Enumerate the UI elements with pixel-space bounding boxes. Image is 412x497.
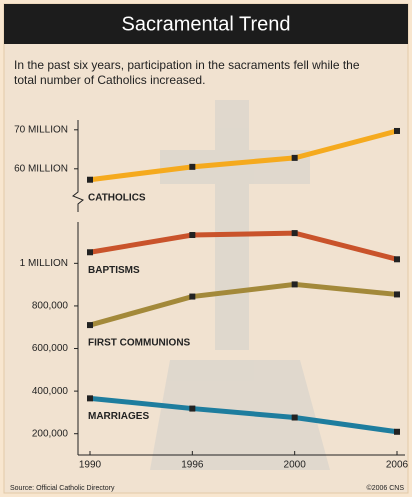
point [189, 232, 195, 238]
series-label: MARRIAGES [88, 411, 149, 422]
x-tick-label: 2006 [386, 460, 409, 471]
point [292, 155, 298, 161]
x-tick-label: 1996 [181, 460, 204, 471]
y-tick-label: 1 MILLION [20, 258, 68, 269]
point [394, 291, 400, 297]
point [292, 230, 298, 236]
y-tick-label: 60 MILLION [14, 163, 68, 174]
series-label: FIRST COMMUNIONS [88, 338, 191, 349]
y-tick-label: 800,000 [32, 301, 69, 312]
point [292, 281, 298, 287]
credit: ©2006 CNS [367, 484, 405, 492]
x-tick-label: 2000 [284, 460, 307, 471]
chart-title: Sacramental Trend [122, 13, 291, 35]
y-tick-label: 400,000 [32, 386, 69, 397]
subtitle-box: In the past six years, participation in … [14, 58, 374, 98]
series-label: CATHOLICS [88, 192, 146, 203]
point [189, 164, 195, 170]
point [87, 322, 93, 328]
chart: Sacramental Trend In the past six years,… [0, 0, 412, 497]
x-tick-label: 1990 [79, 460, 102, 471]
point [394, 429, 400, 435]
series-label: BAPTISMS [88, 265, 140, 276]
source: Source: Official Catholic Directory [10, 485, 115, 492]
point [87, 395, 93, 401]
point [189, 294, 195, 300]
point [394, 256, 400, 262]
y-tick-label: 600,000 [32, 343, 69, 354]
point [87, 177, 93, 183]
point [87, 249, 93, 255]
subtitle: In the past six years, participation in … [14, 58, 374, 88]
point [394, 128, 400, 134]
point [189, 406, 195, 412]
y-tick-label: 200,000 [32, 428, 69, 439]
point [292, 415, 298, 421]
y-tick-label: 70 MILLION [14, 124, 68, 135]
